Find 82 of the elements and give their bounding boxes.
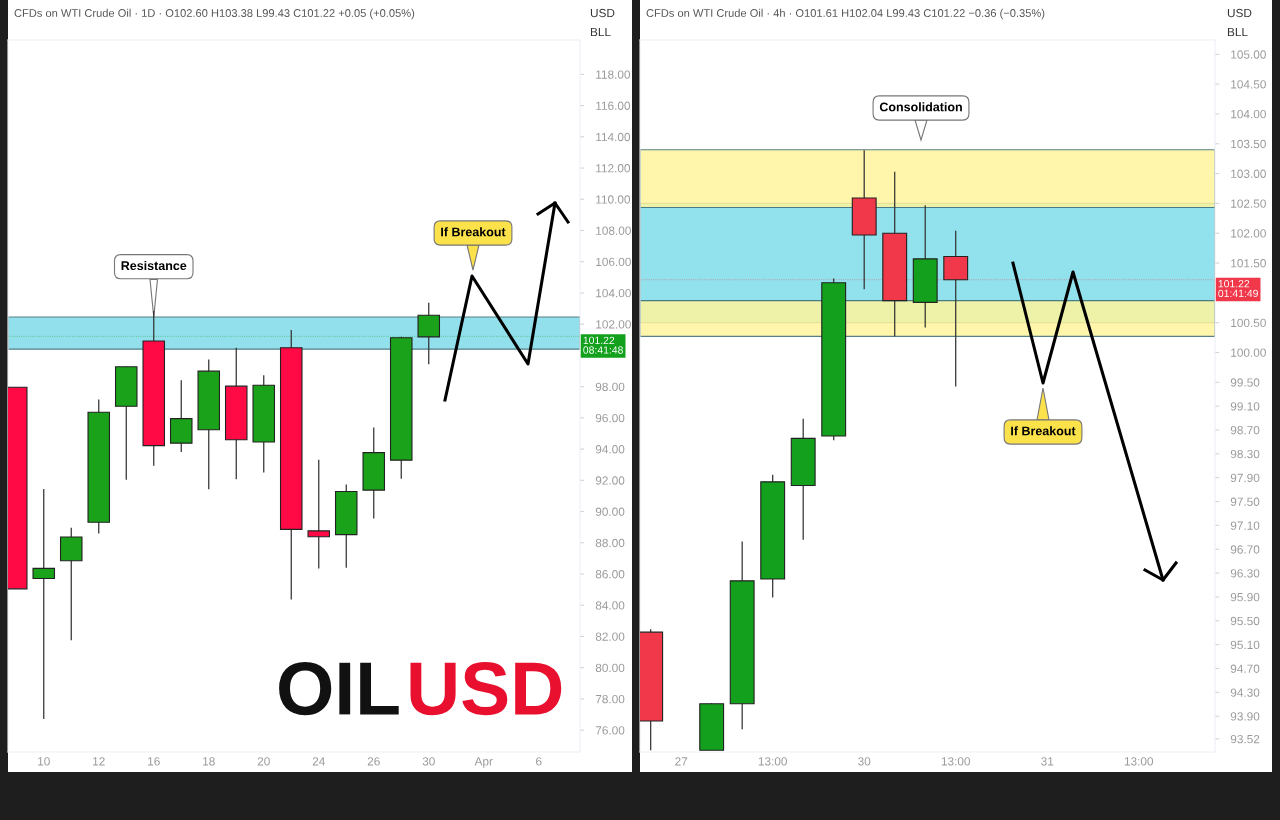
x-tick-label: 13:00 xyxy=(1124,757,1154,766)
y-tick-label: 90.00 xyxy=(595,507,625,516)
y-tick-label: 114.00 xyxy=(596,132,631,142)
y-tick-label: 99.10 xyxy=(1230,402,1260,411)
ref-line-label: 101.22 08:41:48 xyxy=(583,336,623,354)
y-tick-label: 104.50 xyxy=(1231,80,1266,89)
y-tick-label: 97.50 xyxy=(1230,497,1260,506)
y-tick-label: 78.00 xyxy=(595,694,625,704)
y-tick-label: 110.00 xyxy=(596,195,631,204)
y-tick-label: 100.50 xyxy=(1231,318,1266,328)
y-tick-label: 96.00 xyxy=(595,413,625,423)
y-tick-label: 103.50 xyxy=(1231,139,1266,149)
annotation: If Breakout xyxy=(1011,426,1076,436)
candlestick xyxy=(417,302,441,365)
annotation: USD xyxy=(410,662,562,716)
x-tick-label: 30 xyxy=(858,757,871,766)
x-tick-label: 10 xyxy=(38,757,50,766)
text: BLL xyxy=(1227,27,1248,37)
y-tick-label: 98.70 xyxy=(1230,426,1260,435)
y-tick-label: 99.50 xyxy=(1230,378,1260,387)
x-tick-label: 13:00 xyxy=(758,757,787,766)
x-tick-label: 18 xyxy=(203,757,215,766)
y-tick-label: 86.00 xyxy=(595,570,625,579)
y-tick-label: 94.00 xyxy=(595,445,625,454)
y-tick-label: 94.30 xyxy=(1230,688,1260,697)
annotation: Resistance xyxy=(121,260,187,271)
y-tick-label: 102.50 xyxy=(1231,199,1266,208)
y-tick-label: 93.90 xyxy=(1230,712,1260,721)
text: USD xyxy=(590,8,615,18)
chart-title: CFDs on WTI Crude Oil · 1D · O102.60 H103.38 L99.43 C101.22 +0.05 (+0.05%) xyxy=(14,8,415,20)
y-tick-label: 93.52 xyxy=(1230,734,1260,744)
x-tick-label: 12 xyxy=(93,757,105,766)
y-tick-label: 104.00 xyxy=(596,288,631,298)
y-tick-label: 102.00 xyxy=(1231,229,1266,238)
y-tick-label: 106.00 xyxy=(596,257,631,267)
x-tick-label: 31 xyxy=(1041,757,1054,766)
x-tick-label: 26 xyxy=(367,757,380,766)
candlestick xyxy=(59,527,83,641)
y-tick-label: 96.70 xyxy=(1230,545,1260,554)
candlestick xyxy=(307,459,331,570)
ref-line-label: 101.22 01:41:49 xyxy=(1218,279,1258,298)
y-tick-label: 82.00 xyxy=(595,632,625,641)
y-tick-label: 112.00 xyxy=(596,164,631,173)
y-tick-label: 80.00 xyxy=(595,663,625,673)
y-tick-label: 94.70 xyxy=(1230,664,1260,673)
x-tick-label: 13:00 xyxy=(941,757,971,766)
y-tick-label: 101.50 xyxy=(1231,259,1266,268)
x-tick-label: 20 xyxy=(257,757,270,766)
y-tick-label: 95.90 xyxy=(1230,592,1260,602)
y-tick-label: 100.00 xyxy=(1231,348,1266,357)
y-tick-label: 97.10 xyxy=(1230,521,1260,530)
y-tick-label: 98.00 xyxy=(595,382,625,392)
x-tick-label: 6 xyxy=(536,757,542,766)
candlestick xyxy=(32,488,56,720)
x-tick-label: 16 xyxy=(148,757,160,766)
x-tick-label: 27 xyxy=(675,757,688,766)
y-tick-label: 108.00 xyxy=(596,226,631,235)
chart-title: CFDs on WTI Crude Oil · 4h · O101.61 H102.04 L99.43 C101.22 −0.36 (−0.35%) xyxy=(646,8,1045,20)
y-tick-label: 104.00 xyxy=(1231,109,1266,119)
y-tick-label: 76.00 xyxy=(595,726,625,735)
y-tick-label: 103.00 xyxy=(1231,169,1266,178)
y-tick-label: 102.00 xyxy=(596,320,631,329)
y-tick-label: 118.00 xyxy=(596,70,631,79)
candlestick xyxy=(943,230,969,388)
y-tick-label: 84.00 xyxy=(595,601,625,610)
annotation: OIL xyxy=(279,662,399,716)
text: USD xyxy=(1227,8,1252,18)
y-tick-label: 96.30 xyxy=(1230,569,1260,578)
y-tick-label: 95.50 xyxy=(1230,616,1260,626)
y-tick-label: 116.00 xyxy=(596,101,631,110)
annotation: If Breakout xyxy=(441,227,506,237)
y-tick-label: 98.30 xyxy=(1230,449,1260,459)
x-tick-label: Apr xyxy=(474,757,493,768)
y-tick-label: 105.00 xyxy=(1231,50,1266,59)
x-tick-label: 24 xyxy=(312,757,325,766)
text: BLL xyxy=(590,27,611,37)
y-tick-label: 92.00 xyxy=(595,476,625,485)
y-tick-label: 95.10 xyxy=(1230,640,1260,650)
y-tick-label: 97.90 xyxy=(1230,473,1260,483)
y-tick-label: 88.00 xyxy=(595,538,625,548)
annotation: Consolidation xyxy=(879,102,962,112)
x-tick-label: 30 xyxy=(422,757,435,766)
